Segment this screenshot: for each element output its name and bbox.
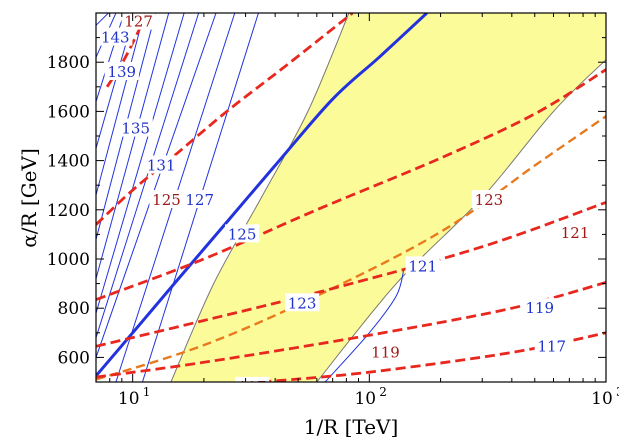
contour-label-131: 131 [147, 157, 176, 175]
contour-label-bg [522, 298, 557, 317]
y-tick-label: 800 [58, 299, 90, 319]
y-tick-label: 600 [58, 348, 90, 368]
y-tick-label: 1200 [47, 201, 90, 221]
y-tick-label: 1000 [47, 250, 90, 270]
contour-label-119: 119 [525, 299, 554, 317]
contour-label-bg [285, 293, 320, 312]
contour-label-bg [225, 224, 260, 243]
blue-contour-9 [96, 13, 185, 314]
contour-label-bg [98, 27, 133, 46]
contour-label-143: 143 [101, 29, 130, 47]
blue-contour-11 [96, 13, 217, 358]
blue-contour-6 [96, 13, 145, 196]
contour-label-135: 135 [121, 120, 150, 138]
contour-label-bg [405, 256, 440, 275]
contour-label-125: 125 [228, 225, 257, 243]
x-tick-label: 10 [354, 389, 376, 409]
contour-label-bg [182, 190, 217, 208]
contour-label-bg [118, 118, 153, 137]
contour-label-127: 127 [124, 13, 153, 31]
contour-label-bg [121, 13, 156, 30]
y-tick-label: 1400 [47, 152, 90, 172]
contour-label-121: 121 [408, 257, 437, 275]
x-axis-label: 1/R [TeV] [304, 415, 399, 439]
contour-label-119: 119 [371, 344, 400, 362]
blue-contour-125 [96, 13, 428, 377]
y-axis-label: α/R [GeV] [17, 148, 41, 248]
y-tick-label: 1800 [47, 53, 90, 73]
contour-label-125: 125 [152, 191, 181, 209]
red-dashed-curve-121-3 [96, 201, 606, 348]
blue-contour-10 [96, 13, 200, 338]
contour-label-bg [368, 342, 403, 361]
contour-label-bg [471, 190, 506, 208]
contour-label-117: 117 [537, 337, 566, 355]
orange-dashed-curve-0 [96, 115, 606, 381]
x-tick-exponent: 3 [616, 385, 619, 399]
contour-label-bg [104, 62, 139, 80]
contour-label-bg [144, 155, 179, 174]
blue-contour-2 [96, 13, 109, 26]
contour-label-127: 127 [185, 191, 214, 209]
band-fill [170, 13, 606, 382]
contour-label-bg [534, 336, 569, 355]
y-tick-label: 1600 [47, 102, 90, 122]
blue-contour-121 [324, 268, 405, 382]
x-tick-label: 10 [118, 389, 140, 409]
axis-ticks: 10110210360080010001200140016001800 [47, 12, 619, 409]
red-dashed-curve-127-0 [105, 22, 144, 88]
band-upper-edge [170, 13, 350, 382]
red-dashed-curve-125-1 [96, 13, 354, 226]
plot-frame [95, 12, 607, 383]
contour-label-139: 139 [107, 63, 136, 81]
blue-contour-8 [96, 13, 170, 279]
contour-label-121: 121 [561, 224, 590, 242]
x-tick-label: 10 [591, 389, 613, 409]
x-tick-exponent: 1 [143, 385, 151, 399]
contour-label-bg [149, 190, 184, 208]
orange-dashed-curves [96, 115, 606, 381]
contour-label-117: 117 [238, 378, 267, 396]
contour-label-bg [235, 376, 270, 382]
contour-label-123: 123 [288, 294, 317, 312]
contour-label-bg [558, 223, 593, 242]
contour-label-123: 123 [475, 191, 504, 209]
x-tick-exponent: 2 [379, 385, 387, 399]
